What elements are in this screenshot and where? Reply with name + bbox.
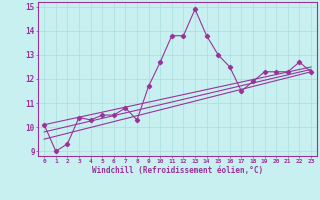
X-axis label: Windchill (Refroidissement éolien,°C): Windchill (Refroidissement éolien,°C) — [92, 166, 263, 175]
